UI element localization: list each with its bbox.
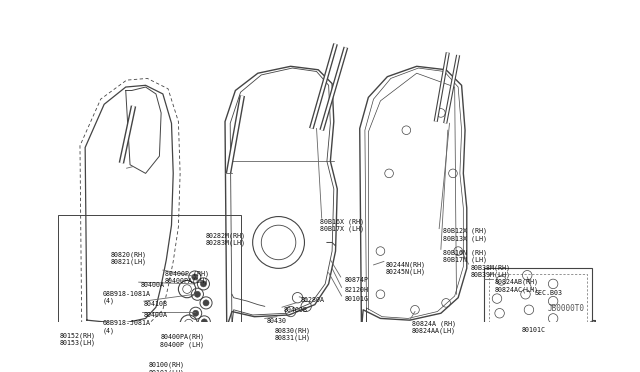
- Text: 08B918-J081A
(4): 08B918-J081A (4): [102, 320, 150, 334]
- Text: 80400A: 80400A: [144, 311, 168, 318]
- Circle shape: [193, 310, 198, 316]
- Text: 80830(RH)
80831(LH): 80830(RH) 80831(LH): [274, 327, 310, 341]
- Text: 80152(RH)
80153(LH): 80152(RH) 80153(LH): [60, 332, 95, 346]
- Text: 80B12X (RH)
80B13X (LH): 80B12X (RH) 80B13X (LH): [443, 228, 486, 242]
- Text: 80B16X (RH)
80B17X (LH): 80B16X (RH) 80B17X (LH): [320, 218, 364, 232]
- Bar: [58, 215, 241, 370]
- Text: 80244N(RH)
80245N(LH): 80244N(RH) 80245N(LH): [386, 262, 426, 275]
- Text: 80400A: 80400A: [140, 282, 164, 288]
- Text: 80282M(RH)
80283M(LH): 80282M(RH) 80283M(LH): [206, 232, 246, 246]
- Text: 80820(RH)
80821(LH): 80820(RH) 80821(LH): [111, 251, 147, 265]
- Circle shape: [192, 274, 198, 280]
- Text: 80400B: 80400B: [284, 307, 308, 313]
- Text: 80400PA(RH)
80400P (LH): 80400PA(RH) 80400P (LH): [160, 334, 204, 348]
- Circle shape: [200, 281, 207, 287]
- Bar: [489, 273, 587, 350]
- Text: 80B38M(RH)
80B39M(LH): 80B38M(RH) 80B39M(LH): [470, 264, 510, 278]
- Circle shape: [202, 319, 207, 325]
- Circle shape: [195, 291, 200, 297]
- Text: 80B16N (RH)
80B17N (LH): 80B16N (RH) 80B17N (LH): [443, 249, 486, 263]
- Text: SEC.B03: SEC.B03: [534, 290, 562, 296]
- Bar: [484, 268, 592, 355]
- Text: 82120H: 82120H: [344, 287, 368, 294]
- Text: 80280A: 80280A: [301, 297, 325, 303]
- Text: 80874P: 80874P: [344, 277, 368, 283]
- Text: 80101C: 80101C: [522, 327, 546, 333]
- Text: 08B918-1081A
(4): 08B918-1081A (4): [102, 291, 150, 304]
- Text: 80430: 80430: [266, 318, 287, 324]
- Circle shape: [202, 334, 207, 340]
- Text: 80400P (RH)
80400PA(LH): 80400P (RH) 80400PA(LH): [164, 270, 209, 284]
- Circle shape: [192, 327, 198, 334]
- Text: 80100(RH)
80101(LH): 80100(RH) 80101(LH): [149, 362, 185, 372]
- Text: JB0000T0: JB0000T0: [547, 304, 584, 313]
- Text: 80824AB(RH)
80824AC(LH): 80824AB(RH) 80824AC(LH): [495, 279, 538, 293]
- Text: 80410B: 80410B: [144, 301, 168, 307]
- Circle shape: [203, 300, 209, 306]
- Text: 80101G: 80101G: [344, 296, 368, 302]
- Text: 80824A (RH)
80824AA(LH): 80824A (RH) 80824AA(LH): [412, 320, 456, 334]
